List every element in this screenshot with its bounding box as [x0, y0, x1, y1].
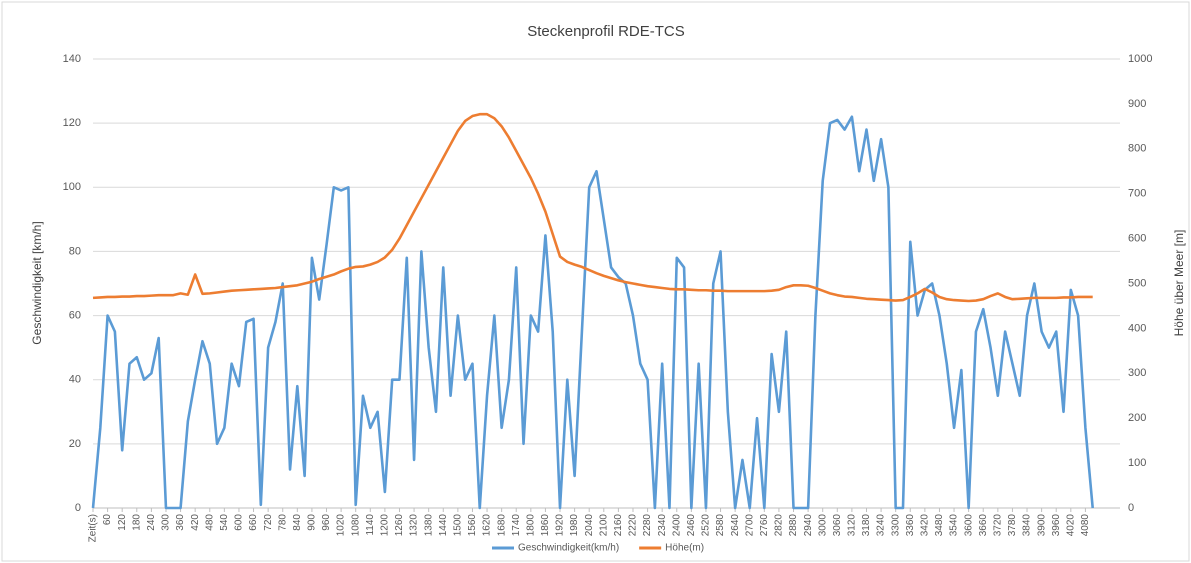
x-tick-label: 1020 [336, 514, 347, 537]
chart-title: Steckenprofil RDE-TCS [527, 23, 685, 40]
x-tick-label: 1080 [350, 514, 361, 537]
x-tick-label: 2400 [671, 514, 682, 537]
y-tick-label: 40 [69, 374, 81, 386]
x-tick-label: 1920 [555, 514, 566, 537]
x-tick-label: 2760 [759, 514, 770, 537]
x-tick-label: 3180 [861, 514, 872, 537]
series-line [92, 112, 1093, 303]
x-tick-label: 3780 [1007, 514, 1018, 537]
y2-tick-label: 800 [1128, 143, 1146, 155]
x-tick-label: 1260 [394, 514, 405, 537]
y2-tick-label: 0 [1128, 502, 1134, 514]
x-tick-label: 60 [102, 514, 113, 526]
legend-label: Höhe(m) [665, 543, 704, 554]
x-tick-label: 600 [234, 514, 245, 531]
x-tick-label: 1620 [482, 514, 493, 537]
x-tick-label: 3540 [949, 514, 960, 537]
x-tick-label: 480 [204, 514, 215, 531]
x-tick-label: 1440 [438, 514, 449, 537]
x-tick-label: 3120 [847, 514, 858, 537]
x-tick-label: 720 [263, 514, 274, 531]
y2-tick-label: 100 [1128, 457, 1146, 469]
x-tick-label: 3960 [1051, 514, 1062, 537]
y2-tick-label: 500 [1128, 277, 1146, 289]
y-tick-label: 100 [63, 181, 81, 193]
x-tick-label: 2340 [657, 514, 668, 537]
y2-tick-label: 600 [1128, 233, 1146, 245]
x-tick-label: 2820 [774, 514, 785, 537]
x-tick-label: 120 [117, 514, 128, 531]
y2-tick-label: 200 [1128, 412, 1146, 424]
x-tick-label: 3240 [876, 514, 887, 537]
x-tick-label: 2160 [613, 514, 624, 537]
y2-tick-label: 700 [1128, 188, 1146, 200]
x-tick-label: 360 [175, 514, 186, 531]
x-tick-label: 4020 [1065, 514, 1076, 537]
x-tick-label: 1980 [569, 514, 580, 537]
x-tick-label: 1500 [452, 514, 463, 537]
x-tick-label: 3660 [978, 514, 989, 537]
y2-axis-title: Höhe über Meer [m] [1172, 230, 1186, 337]
x-tick-label: 3300 [890, 514, 901, 537]
y-tick-label: 20 [69, 438, 81, 450]
x-tick-label: Zeit(s) [88, 514, 99, 542]
x-tick-label: 300 [161, 514, 172, 531]
x-tick-label: 1560 [467, 514, 478, 537]
x-tick-label: 1320 [409, 514, 420, 537]
x-tick-label: 780 [277, 514, 288, 531]
x-tick-label: 3420 [920, 514, 931, 537]
x-tick-label: 1740 [511, 514, 522, 537]
y2-tick-label: 1000 [1128, 53, 1152, 65]
x-tick-label: 1140 [365, 514, 376, 536]
x-tick-label: 2940 [803, 514, 814, 537]
y-tick-label: 120 [63, 117, 81, 129]
y2-tick-label: 900 [1128, 98, 1146, 110]
x-tick-label: 2100 [598, 514, 609, 537]
x-tick-label: 180 [131, 514, 142, 531]
x-tick-label: 1680 [496, 514, 507, 537]
x-tick-label: 2220 [628, 514, 639, 537]
x-tick-label: 2280 [642, 514, 653, 537]
x-tick-label: 840 [292, 514, 303, 531]
x-tick-label: 240 [146, 514, 157, 531]
x-tick-label: 2700 [744, 514, 755, 537]
x-tick-label: 2460 [686, 514, 697, 537]
x-tick-label: 660 [248, 514, 259, 531]
x-tick-label: 2580 [715, 514, 726, 537]
legend-label: Geschwindigkeit(km/h) [518, 543, 619, 554]
y2-tick-label: 400 [1128, 322, 1146, 334]
y-tick-label: 80 [69, 245, 81, 257]
x-tick-label: 420 [190, 514, 201, 531]
x-tick-label: 3720 [992, 514, 1003, 537]
y-tick-label: 0 [75, 502, 81, 514]
x-tick-label: 3480 [934, 514, 945, 537]
x-tick-label: 1860 [540, 514, 551, 537]
x-tick-label: 2640 [730, 514, 741, 537]
y-tick-label: 60 [69, 309, 81, 321]
x-tick-label: 3840 [1022, 514, 1033, 537]
x-tick-label: 1380 [423, 514, 434, 537]
y-tick-label: 140 [63, 53, 81, 65]
x-tick-label: 540 [219, 514, 230, 531]
x-tick-label: 900 [307, 514, 318, 531]
x-tick-label: 3600 [963, 514, 974, 537]
x-tick-label: 3060 [832, 514, 843, 537]
x-tick-label: 3000 [817, 514, 828, 537]
x-tick-label: 2040 [584, 514, 595, 537]
x-tick-label: 1800 [525, 514, 536, 537]
y-axis-title: Geschwindigkeit [km/h] [30, 221, 44, 344]
x-tick-label: 960 [321, 514, 332, 531]
x-tick-label: 2880 [788, 514, 799, 537]
x-tick-label: 4080 [1080, 514, 1091, 537]
x-tick-label: 1200 [380, 514, 391, 537]
x-tick-label: 3360 [905, 514, 916, 537]
y2-tick-label: 300 [1128, 367, 1146, 379]
x-tick-label: 2520 [701, 514, 712, 537]
x-tick-label: 3900 [1036, 514, 1047, 537]
